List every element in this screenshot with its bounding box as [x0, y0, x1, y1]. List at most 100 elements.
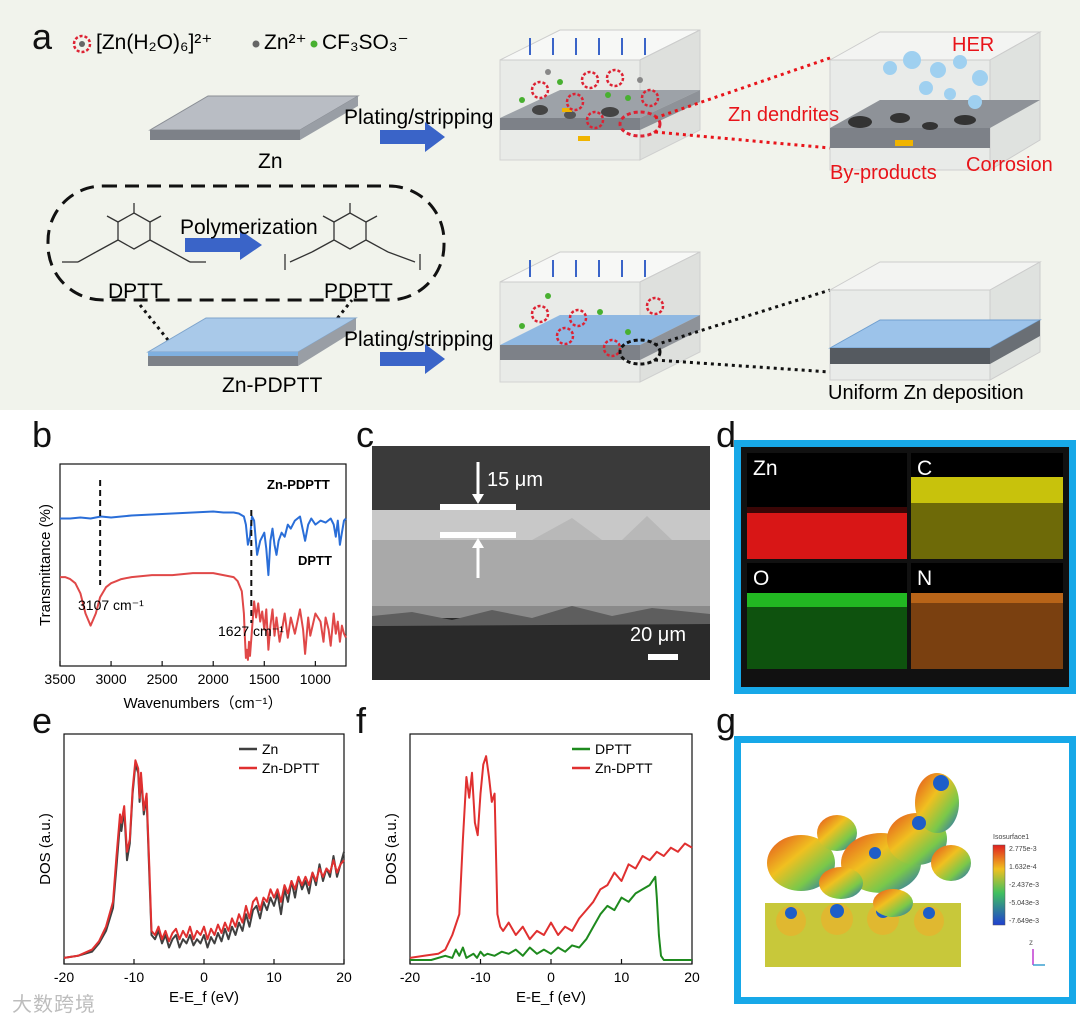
scale-label: 20 μm — [630, 624, 686, 646]
eds-label-zn: Zn — [753, 457, 778, 480]
panel-label-f: f — [356, 700, 367, 741]
panel-label-g: g — [716, 700, 737, 741]
eds-map-zn: Zn — [747, 453, 907, 559]
process-top-label: Plating/stripping — [344, 106, 494, 129]
x-tick-label: 1000 — [300, 671, 331, 687]
panel-label-a: a — [32, 16, 53, 57]
x-tick-label: 10 — [266, 969, 282, 985]
zn-pdptt-slab — [146, 317, 358, 366]
chart-e-xlabel: E-E_f (eV) — [169, 989, 239, 1006]
electron-arrows-bottom — [529, 260, 646, 277]
eds-map-n: N — [911, 563, 1063, 669]
x-tick-label: 2500 — [147, 671, 178, 687]
annotation-1627: 1627 cm⁻¹ — [218, 623, 284, 639]
x-tick-label: 0 — [200, 969, 208, 985]
uniform-label: Uniform Zn deposition — [828, 382, 1024, 404]
thickness-label: 15 μm — [487, 469, 543, 491]
legend-dptt: DPTT — [595, 741, 632, 757]
chart-e: -20 -10 0 10 20 Zn Zn-DPTT E-E_f (eV) DOS (a… — [37, 733, 352, 1006]
eds-maps: Zn C O N — [734, 440, 1076, 694]
eds-label-c: C — [917, 457, 933, 480]
series-line-dptt — [410, 875, 692, 961]
x-tick-label: 0 — [547, 969, 555, 985]
axis-z-label: z — [1029, 938, 1033, 947]
esp-legend-v4: -5.043e-3 — [1009, 900, 1039, 907]
x-tick-label: 10 — [614, 969, 630, 985]
legend-zn-ion: Zn²⁺ — [264, 31, 307, 54]
legend-zn: Zn — [262, 741, 278, 757]
polymer-box — [46, 184, 446, 302]
arrow-polymerization — [185, 230, 262, 260]
dendrites-label: Zn dendrites — [728, 104, 840, 126]
zoom-bottom — [828, 261, 1042, 381]
hydrated-zn-icon — [72, 34, 92, 54]
chart-f-xlabel: E-E_f (eV) — [516, 989, 586, 1006]
legend-hydrated-zn: [Zn(H₂O)₆]²⁺ — [96, 31, 213, 54]
eds-map-o: O — [747, 563, 907, 669]
her-label: HER — [952, 34, 995, 56]
series-line-dptt — [60, 572, 347, 661]
panel-a: a [Zn(H₂O)₆]²⁺ Zn²⁺ CF₃SO₃⁻ Zn Plating/s… — [0, 0, 1080, 410]
legend-triflate: CF₃SO₃⁻ — [322, 31, 409, 54]
panel-a-schematic — [46, 29, 1042, 383]
arrow-top — [380, 122, 445, 152]
triflate-icon — [310, 40, 318, 48]
x-tick-label: -10 — [124, 969, 144, 985]
electron-arrows-top — [529, 38, 646, 55]
chart-b-xlabel: Wavenumbers（cm⁻¹） — [123, 695, 282, 712]
cell-top — [499, 29, 701, 161]
series-line-zn-pdptt — [60, 510, 347, 577]
panel-label-e: e — [32, 700, 53, 741]
pdptt-label: PDPTT — [324, 280, 393, 303]
esp-render: Isosurface1 2.775e-3 1.632e-4 -2.437e-3 … — [734, 736, 1076, 1004]
byproducts-label: By-products — [830, 162, 937, 184]
watermark: 大数跨境 — [12, 994, 96, 1016]
process-bottom-label: Plating/stripping — [344, 328, 494, 351]
dptt-molecule — [62, 203, 206, 263]
arrow-bottom — [380, 344, 445, 374]
pdptt-molecule — [284, 203, 421, 270]
legend-zn-dptt: Zn-DPTT — [262, 760, 320, 776]
esp-legend-v1: 2.775e-3 — [1009, 846, 1037, 853]
eds-label-n: N — [917, 567, 933, 590]
esp-legend-v2: 1.632e-4 — [1009, 864, 1037, 871]
panel-label-b: b — [32, 414, 53, 455]
eds-map-c: C — [911, 453, 1063, 559]
zn-label: Zn — [258, 150, 283, 173]
chart-b-frame — [59, 463, 347, 667]
series-label-dptt: DPTT — [298, 553, 332, 568]
esp-legend-v3: -2.437e-3 — [1009, 882, 1039, 889]
esp-legend-v5: -7.649e-3 — [1009, 918, 1039, 925]
eds-label-o: O — [753, 567, 770, 590]
chart-f-ylabel: DOS (a.u.) — [383, 813, 400, 885]
polymerization-label: Polymerization — [180, 216, 318, 239]
x-tick-label: 20 — [684, 969, 700, 985]
annotation-3107: 3107 cm⁻¹ — [78, 597, 144, 613]
x-tick-label: 1500 — [249, 671, 280, 687]
esp-legend-title: Isosurface1 — [993, 834, 1029, 841]
x-tick-label: -20 — [400, 969, 420, 985]
esp-molecule-svg: Isosurface1 2.775e-3 1.632e-4 -2.437e-3 … — [765, 773, 1045, 967]
panel-label-c: c — [356, 414, 374, 455]
legend-zn-dptt-f: Zn-DPTT — [595, 760, 653, 776]
sem-image: 15 μm 20 μm — [372, 446, 710, 680]
chart-b-ylabel: Transmittance (%) — [37, 504, 54, 626]
chart-e-ylabel: DOS (a.u.) — [37, 813, 54, 885]
x-tick-label: 3000 — [95, 671, 126, 687]
series-line-zn-dptt — [63, 759, 345, 959]
x-tick-label: 2000 — [198, 671, 229, 687]
chart-b: 3500 3000 2500 2000 1500 1000 Zn-PDPTT DPTT 3… — [37, 463, 347, 712]
corrosion-label: Corrosion — [966, 154, 1053, 176]
x-tick-label: 3500 — [44, 671, 75, 687]
zn-ion-icon — [252, 40, 260, 48]
x-tick-label: -20 — [54, 969, 74, 985]
panel-label-d: d — [716, 414, 737, 455]
zn-slab — [148, 95, 360, 140]
x-tick-label: -10 — [470, 969, 490, 985]
dptt-label: DPTT — [108, 280, 163, 303]
zn-pdptt-label: Zn-PDPTT — [222, 374, 323, 397]
series-label-zn-pdptt: Zn-PDPTT — [267, 477, 330, 492]
series-line-zn-dptt — [409, 755, 693, 959]
zoom-top — [828, 31, 1042, 171]
chart-f: -20 -10 0 10 20 DPTT Zn-DPTT E-E_f (eV) DOS … — [383, 733, 700, 1006]
